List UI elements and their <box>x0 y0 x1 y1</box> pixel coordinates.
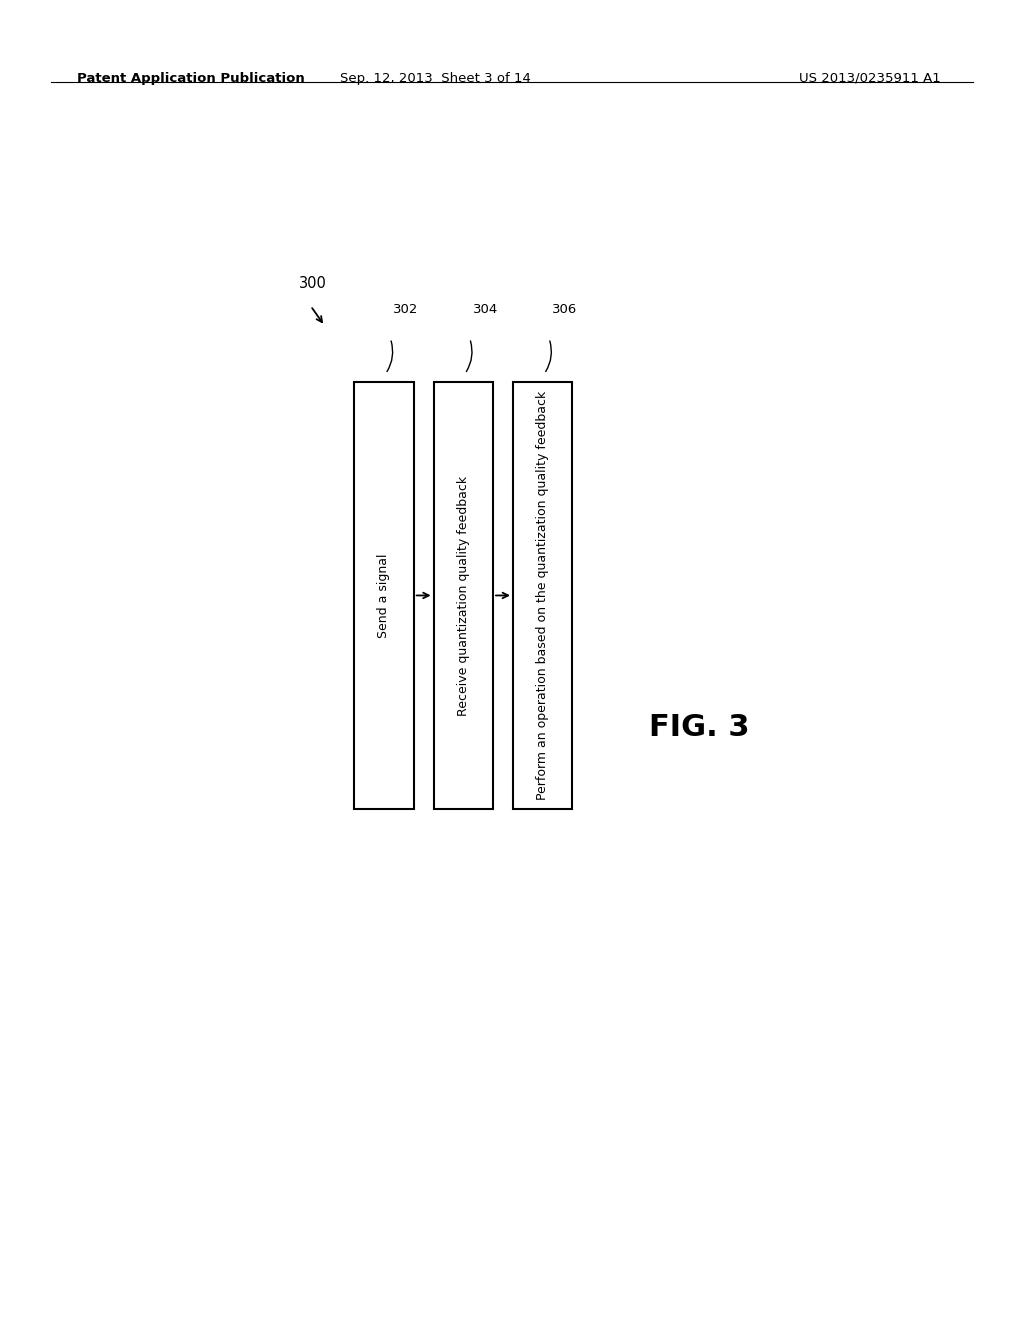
Text: 302: 302 <box>393 304 419 315</box>
Text: Sep. 12, 2013  Sheet 3 of 14: Sep. 12, 2013 Sheet 3 of 14 <box>340 71 530 84</box>
Text: 306: 306 <box>552 304 578 315</box>
Bar <box>433 381 494 809</box>
Text: 300: 300 <box>299 276 327 290</box>
Text: Send a signal: Send a signal <box>378 553 390 638</box>
Text: FIG. 3: FIG. 3 <box>649 713 750 742</box>
Text: Perform an operation based on the quantization quality feedback: Perform an operation based on the quanti… <box>537 391 549 800</box>
Bar <box>354 381 414 809</box>
Text: 304: 304 <box>473 304 498 315</box>
Text: Receive quantization quality feedback: Receive quantization quality feedback <box>457 475 470 715</box>
Bar <box>513 381 572 809</box>
Text: US 2013/0235911 A1: US 2013/0235911 A1 <box>799 71 940 84</box>
Text: Patent Application Publication: Patent Application Publication <box>77 71 304 84</box>
